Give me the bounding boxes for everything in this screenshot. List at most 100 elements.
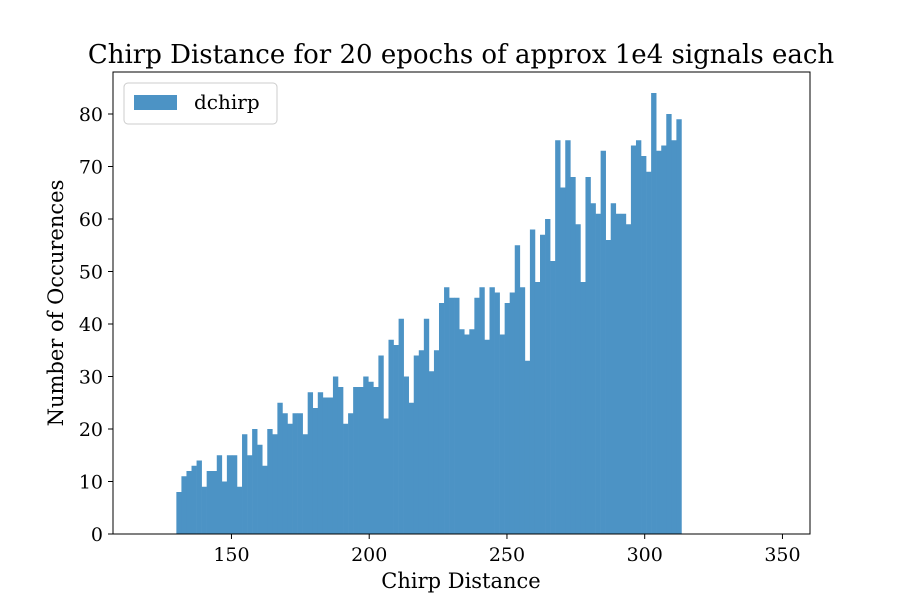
- histogram-bar: [469, 329, 475, 534]
- histogram-bar: [671, 140, 677, 534]
- y-tick-label: 40: [79, 314, 103, 336]
- histogram-bar: [307, 392, 314, 534]
- histogram-bar: [499, 334, 505, 534]
- x-tick-label: 350: [764, 544, 800, 566]
- y-tick-label: 50: [79, 262, 103, 284]
- histogram-bar: [560, 187, 566, 534]
- histogram-bar: [262, 465, 268, 534]
- histogram-bar: [373, 387, 379, 534]
- histogram-bar: [656, 150, 662, 534]
- histogram-bar: [459, 329, 465, 534]
- histogram-bar: [540, 234, 546, 534]
- y-tick-label: 60: [79, 209, 103, 231]
- histogram-bar: [206, 471, 213, 534]
- x-tick-label: 200: [351, 544, 387, 566]
- histogram-bar: [449, 297, 455, 534]
- histogram-bar: [297, 413, 303, 534]
- histogram-bar: [408, 402, 415, 534]
- histogram-bar: [444, 287, 450, 534]
- histogram-bar: [595, 213, 601, 534]
- histogram-bar: [605, 240, 612, 534]
- x-tick-label: 250: [489, 544, 525, 566]
- histogram-bar: [423, 318, 430, 534]
- histogram-bar: [403, 376, 409, 534]
- histogram-bar: [176, 492, 182, 534]
- histogram-bar: [484, 339, 490, 534]
- histogram-bar: [433, 350, 440, 534]
- legend-box: [123, 82, 278, 125]
- histogram-bar: [575, 224, 581, 534]
- bars-group: [176, 93, 682, 534]
- histogram-bar: [181, 476, 187, 534]
- histogram-bar: [519, 287, 526, 534]
- histogram-bar: [550, 261, 556, 534]
- histogram-bar: [413, 355, 420, 534]
- histogram-bar: [570, 177, 576, 534]
- histogram-bar: [545, 219, 551, 534]
- histogram-bar: [565, 140, 571, 534]
- x-tick-label: 150: [213, 544, 249, 566]
- histogram-bar: [585, 177, 591, 534]
- histogram-bar: [418, 350, 425, 534]
- histogram-bar: [267, 429, 273, 534]
- histogram-bar: [358, 387, 364, 534]
- histogram-bar: [277, 402, 283, 534]
- histogram-bar: [635, 140, 642, 534]
- histogram-bar: [646, 171, 652, 534]
- histogram-bar: [287, 423, 293, 534]
- histogram-bar: [186, 471, 192, 534]
- histogram-bar: [312, 408, 319, 534]
- histogram-bar: [302, 434, 308, 534]
- histogram-bar: [504, 303, 511, 534]
- plot-frame: [112, 71, 811, 535]
- y-tick-label: 30: [79, 367, 103, 389]
- histogram-bar: [620, 213, 627, 534]
- y-axis-label: Number of Occurences: [44, 180, 68, 427]
- histogram-bar: [454, 297, 460, 534]
- histogram-bar: [282, 413, 288, 534]
- histogram-bar: [257, 444, 263, 534]
- histogram-bar: [272, 434, 278, 534]
- histogram-bar: [236, 486, 243, 534]
- y-tick-label: 10: [79, 472, 103, 494]
- histogram-bar: [615, 213, 622, 534]
- histogram-bar: [332, 376, 339, 534]
- histogram-bar: [398, 318, 404, 534]
- legend-entry-dchirp: dchirp: [194, 90, 260, 114]
- histogram-bar: [322, 397, 329, 534]
- histogram-bar: [661, 145, 667, 534]
- histogram-bar: [393, 345, 399, 534]
- x-tick-label: 300: [627, 544, 663, 566]
- histogram-bar: [555, 140, 561, 534]
- legend-swatch: [134, 95, 177, 110]
- x-axis-ticks: 150 200 250 300 350: [213, 534, 801, 566]
- histogram-bar: [676, 119, 682, 534]
- histogram-bar: [383, 418, 389, 534]
- histogram-bar: [242, 434, 248, 534]
- chart-title: Chirp Distance for 20 epochs of approx 1…: [88, 40, 835, 70]
- histogram-bar: [337, 387, 344, 534]
- histogram-bar: [438, 303, 445, 534]
- y-axis-ticks: 0 10 20 30 40 50 60 70 80: [79, 104, 113, 546]
- histogram-bar: [317, 392, 324, 534]
- histogram-bar: [327, 397, 334, 534]
- y-tick-label: 70: [79, 157, 103, 179]
- histogram-bar: [292, 413, 298, 534]
- histogram-bar: [388, 339, 394, 534]
- histogram-bar: [641, 156, 647, 534]
- histogram-bar: [464, 334, 470, 534]
- histogram-bar: [226, 455, 233, 534]
- histogram-bar: [600, 150, 606, 534]
- histogram-bar: [348, 413, 354, 534]
- histogram-bar: [529, 229, 536, 534]
- x-axis-label: Chirp Distance: [381, 569, 540, 593]
- histogram-bar: [211, 471, 218, 534]
- histogram-bar: [368, 381, 374, 534]
- histogram-bar: [196, 460, 202, 534]
- histogram-bar: [494, 292, 500, 534]
- histogram-bar: [625, 224, 632, 534]
- histogram-bar: [651, 93, 657, 534]
- histogram-bar: [474, 297, 480, 534]
- histogram-bar: [353, 387, 359, 534]
